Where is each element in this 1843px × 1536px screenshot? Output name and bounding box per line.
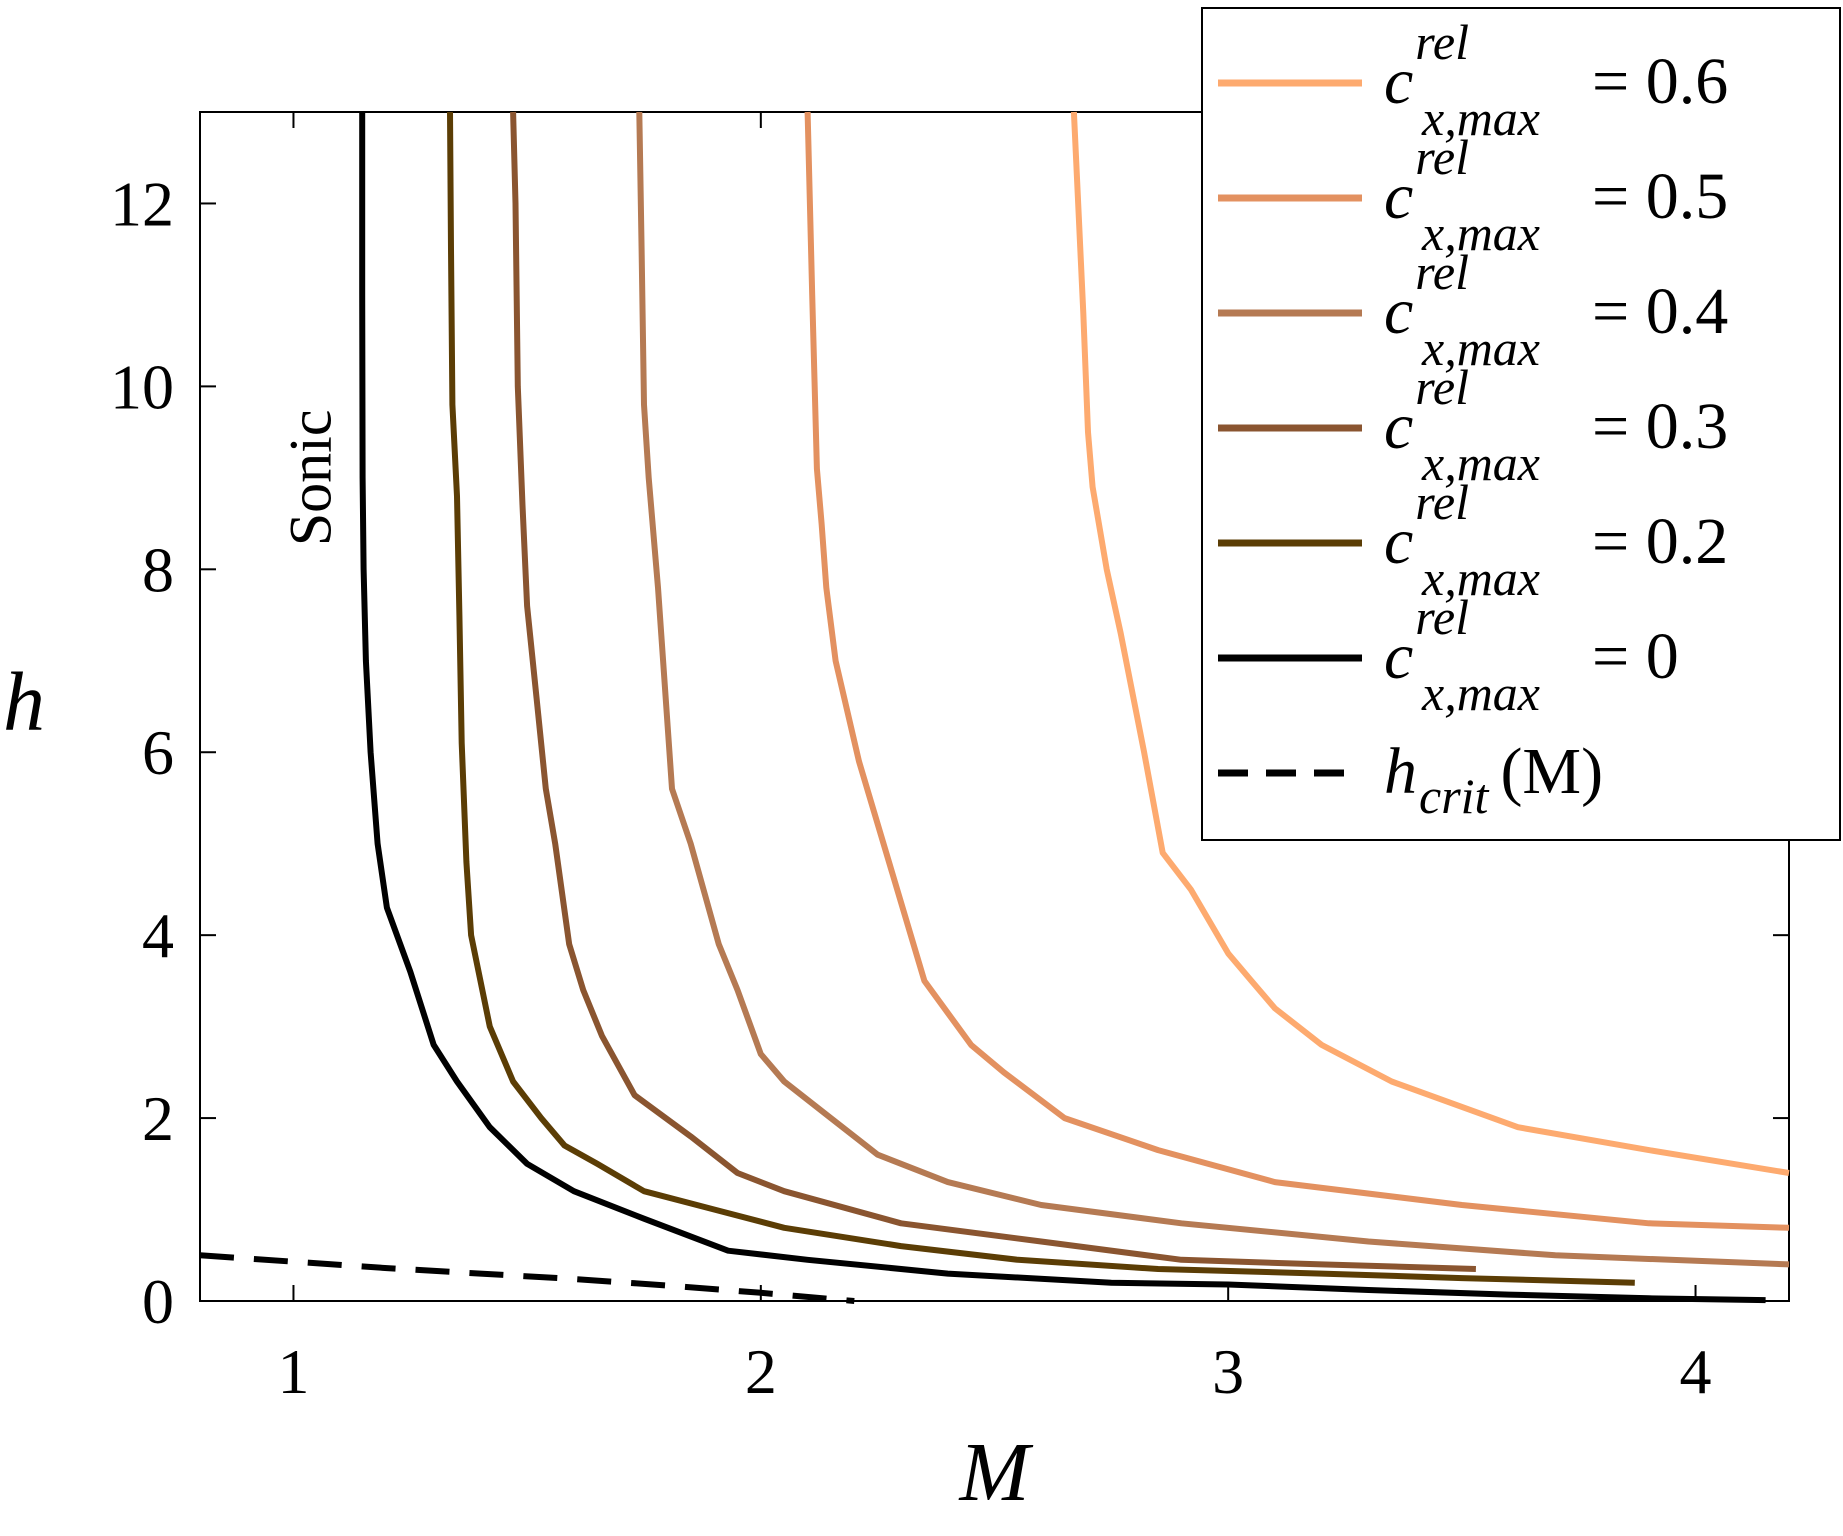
sonic-annotation: Sonic bbox=[278, 410, 344, 547]
x-tick-label-0: 1 bbox=[277, 1336, 309, 1407]
series-line-1 bbox=[804, 111, 1790, 1231]
y-tick-label-1: 2 bbox=[142, 1083, 174, 1154]
x-axis-label: M bbox=[959, 1426, 1034, 1519]
series-line-3 bbox=[510, 111, 1476, 1272]
series-line-6 bbox=[199, 1252, 855, 1304]
legend-box bbox=[1201, 7, 1841, 841]
legend-label-6: hcrit (M) bbox=[1384, 735, 1603, 824]
series-line-2 bbox=[636, 111, 1790, 1268]
y-tick-label-2: 4 bbox=[142, 900, 174, 971]
series-line-4 bbox=[447, 111, 1635, 1286]
y-tick-label-3: 6 bbox=[142, 717, 174, 788]
series-layer bbox=[199, 111, 1790, 1304]
series-line-5 bbox=[359, 112, 1766, 1304]
legend-label-3: crel x,max = 0.3 bbox=[1384, 359, 1728, 491]
legend-label-2: crel x,max = 0.4 bbox=[1384, 244, 1728, 376]
y-tick-label-5: 10 bbox=[110, 351, 174, 422]
legend-label-0: crel x,max = 0.6 bbox=[1384, 14, 1728, 146]
legend-label-5: crel x,max = 0 bbox=[1384, 589, 1679, 721]
legend-label-4: crel x,max = 0.2 bbox=[1384, 474, 1728, 606]
y-tick-label-4: 8 bbox=[142, 534, 174, 605]
y-axis-label: h bbox=[3, 656, 45, 749]
legend-label-1: crel x,max = 0.5 bbox=[1384, 129, 1728, 261]
x-tick-label-1: 2 bbox=[745, 1336, 777, 1407]
x-tick-label-3: 4 bbox=[1680, 1336, 1712, 1407]
x-tick-label-2: 3 bbox=[1212, 1336, 1244, 1407]
y-tick-label-6: 12 bbox=[110, 168, 174, 239]
y-tick-label-0: 0 bbox=[142, 1266, 174, 1337]
series-line-0 bbox=[1070, 111, 1790, 1176]
